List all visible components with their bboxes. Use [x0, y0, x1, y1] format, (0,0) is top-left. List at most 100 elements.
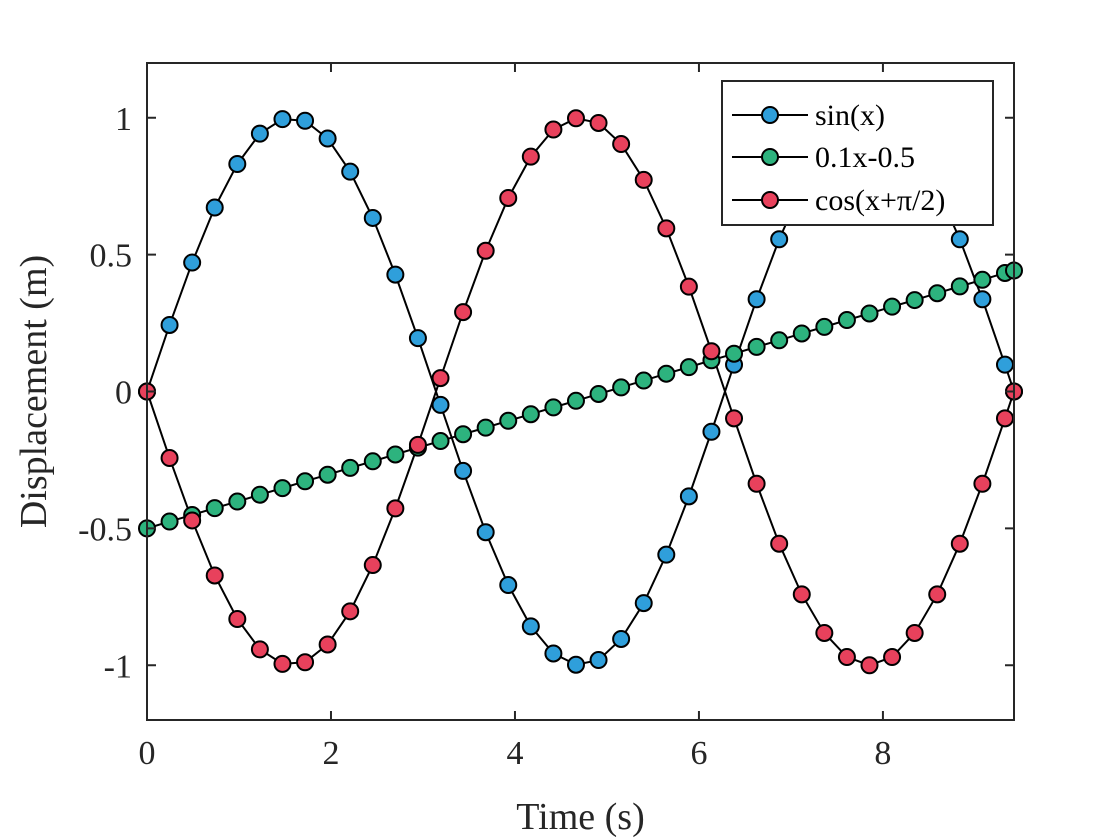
series-0-point [747, 290, 766, 309]
series-1-point [566, 391, 585, 410]
series-0-point [544, 644, 563, 663]
series-line-1 [146, 269, 1015, 530]
series-1-point [657, 364, 676, 383]
series-2-point [905, 623, 924, 642]
series-2-point [296, 653, 315, 672]
series-2-point [454, 303, 473, 322]
series-0-point [995, 355, 1014, 374]
series-2-point [657, 219, 676, 238]
series-0-point [499, 576, 518, 595]
series-2-point [205, 566, 224, 585]
series-2-point [228, 609, 247, 628]
legend-entry-0: sin(x) [732, 99, 885, 132]
series-2-point [386, 499, 405, 518]
series-2-point [634, 170, 653, 189]
series-0-point [566, 655, 585, 674]
series-2-point [837, 648, 856, 667]
series-0-point [950, 230, 969, 249]
series-0-point [454, 461, 473, 480]
series-1-point [815, 317, 834, 336]
series-1-point [792, 324, 811, 343]
series-2-point [499, 188, 518, 207]
series-0-point [521, 617, 540, 636]
series-0-point [679, 487, 698, 506]
series-2-point [431, 369, 450, 388]
series-2-point [589, 113, 608, 132]
series-line-2 [146, 117, 1015, 667]
legend: sin(x) 0.1x-0.5 cos(x+π/2) [721, 80, 994, 226]
series-2-point [612, 135, 631, 154]
series-1-point [883, 297, 902, 316]
series-0-point [296, 111, 315, 130]
series-0-point [973, 290, 992, 309]
series-1-point [679, 358, 698, 377]
series-2-point [725, 409, 744, 428]
series-0-point [476, 523, 495, 542]
y-tick-label: 0 [115, 375, 132, 412]
series-2-point [883, 648, 902, 667]
y-tick-label: 0.5 [90, 238, 133, 275]
series-2-point [566, 109, 585, 128]
series-2-point [521, 147, 540, 166]
series-1-point [521, 405, 540, 424]
series-1-point [589, 384, 608, 403]
series-1-point [612, 378, 631, 397]
series-2-point [183, 511, 202, 530]
series-0-point [273, 110, 292, 129]
legend-entry-2: cos(x+π/2) [732, 184, 945, 217]
series-2-point [702, 342, 721, 361]
series-2-point [318, 635, 337, 654]
y-tick-label: -1 [104, 648, 132, 685]
series-0-point [612, 629, 631, 648]
y-tick-label: -0.5 [78, 511, 132, 548]
series-0-point [250, 124, 269, 143]
series-1-point [341, 458, 360, 477]
series-2-point [815, 623, 834, 642]
series-1-point [973, 270, 992, 289]
series-1-point [205, 499, 224, 518]
series-1-point [950, 277, 969, 296]
series-1-point [228, 492, 247, 511]
series-0-point [634, 594, 653, 613]
y-tick-label: 1 [115, 101, 132, 138]
legend-marker-0 [761, 106, 779, 124]
series-1-point [860, 304, 879, 323]
series-1-point [431, 432, 450, 451]
tick-layer: 0 2 4 6 8 -1 -0.5 0 0.5 1 [78, 63, 1014, 772]
series-0-point [341, 162, 360, 181]
series-0-point [183, 253, 202, 272]
series-0-point [318, 129, 337, 148]
series-2-point [544, 120, 563, 139]
series-2-point [792, 585, 811, 604]
series-2-point [250, 640, 269, 659]
series-2-point [950, 534, 969, 553]
series-1-point [363, 452, 382, 471]
series-0-point [431, 395, 450, 414]
y-axis-label: Displacement (m) [13, 255, 55, 528]
series-1-point [634, 371, 653, 390]
x-tick-label: 2 [322, 735, 339, 772]
series-2-point [160, 449, 179, 468]
series-1-point [928, 284, 947, 303]
series-2-point [408, 435, 427, 454]
series-0-point [589, 651, 608, 670]
series-0-point [205, 198, 224, 217]
legend-marker-1 [761, 148, 779, 166]
x-tick-label: 4 [506, 735, 523, 772]
series-2-point [973, 474, 992, 493]
series-2-point [363, 556, 382, 575]
legend-label-1: 0.1x-0.5 [815, 141, 915, 174]
series-1-point [250, 485, 269, 504]
series-1-point [160, 512, 179, 531]
series-1-point [905, 291, 924, 310]
series-1-point [296, 472, 315, 491]
series-2-point [770, 534, 789, 553]
series-0-point [770, 230, 789, 249]
series-1-point [544, 398, 563, 417]
x-tick-label: 8 [874, 735, 891, 772]
series-2-point [747, 474, 766, 493]
series-1-point [476, 418, 495, 437]
series-0-point [386, 265, 405, 284]
series-1-point [725, 344, 744, 363]
